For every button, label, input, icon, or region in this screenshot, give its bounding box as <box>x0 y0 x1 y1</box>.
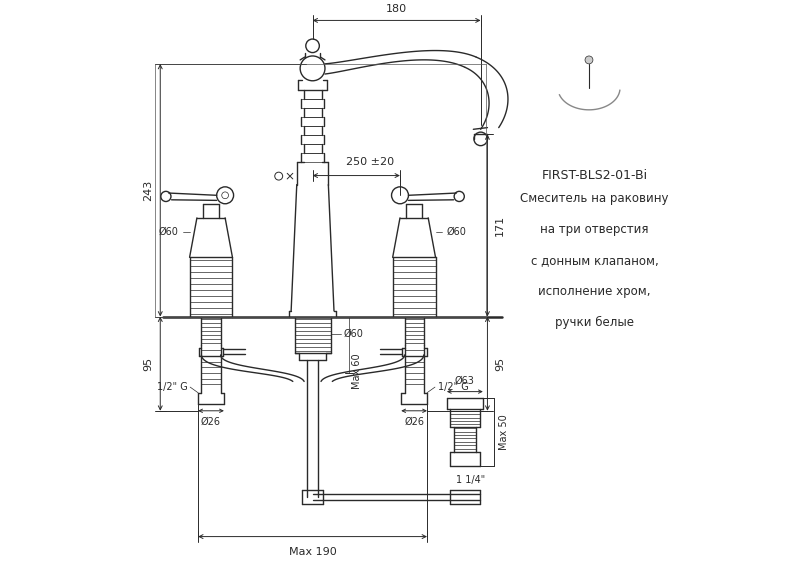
Text: на три отверстия: на три отверстия <box>540 222 649 236</box>
Text: Ø60: Ø60 <box>158 227 178 237</box>
Text: ручки белые: ручки белые <box>555 316 634 329</box>
Text: FIRST-BLS2-01-Bi: FIRST-BLS2-01-Bi <box>542 169 648 182</box>
Text: 95: 95 <box>495 357 505 371</box>
Text: Ø26: Ø26 <box>404 417 424 426</box>
Circle shape <box>585 56 593 64</box>
Text: Max 190: Max 190 <box>289 547 337 556</box>
Text: Ø63: Ø63 <box>455 376 475 386</box>
Text: 1/2" G: 1/2" G <box>157 382 187 392</box>
Text: 1/2" G: 1/2" G <box>438 382 469 392</box>
Text: Ø60: Ø60 <box>447 227 466 237</box>
Text: 171: 171 <box>495 215 505 236</box>
Text: с донным клапаном,: с донным клапаном, <box>530 254 658 267</box>
Text: Max 50: Max 50 <box>498 414 509 450</box>
Text: 1 1/4": 1 1/4" <box>456 475 485 485</box>
Text: исполнение хром,: исполнение хром, <box>538 284 651 298</box>
Text: 95: 95 <box>143 357 153 371</box>
Text: 250 ±20: 250 ±20 <box>346 157 394 167</box>
Text: 180: 180 <box>386 3 407 14</box>
Text: Ø26: Ø26 <box>201 417 221 426</box>
Text: Max 60: Max 60 <box>352 353 362 389</box>
Text: Ø60: Ø60 <box>343 328 363 339</box>
Text: Смеситель на раковину: Смеситель на раковину <box>520 192 669 205</box>
Text: 243: 243 <box>143 180 153 201</box>
